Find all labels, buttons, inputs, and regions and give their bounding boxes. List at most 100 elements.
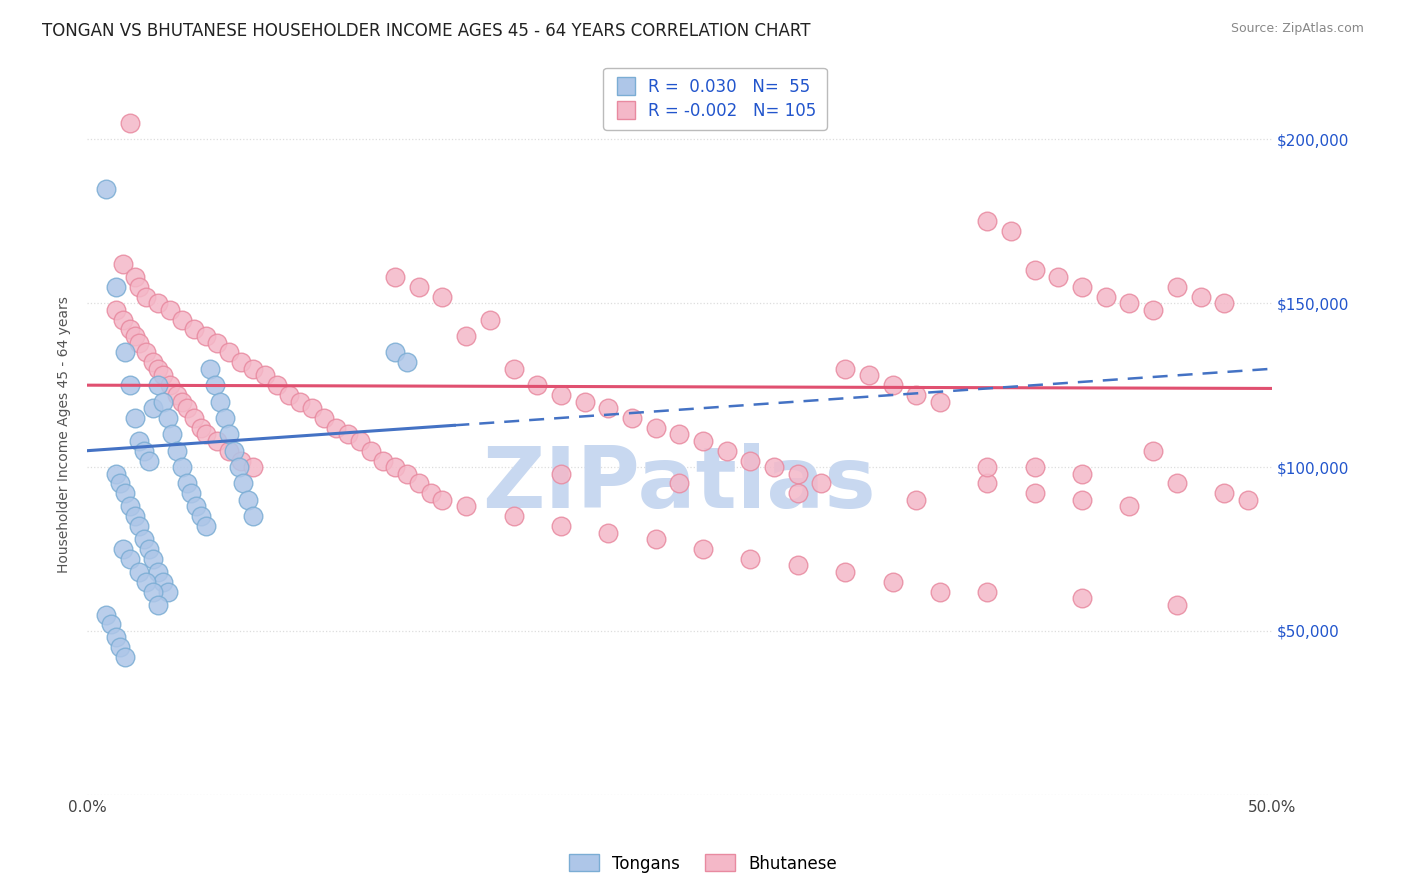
Point [349,434,371,448]
Point [598,401,620,416]
Point [1024,486,1046,500]
Point [194,519,217,533]
Point [336,427,359,442]
Point [786,486,808,500]
Point [644,532,666,546]
Point [218,427,240,442]
Point [810,476,832,491]
Legend: R =  0.030   N=  55, R = -0.002   N= 105: R = 0.030 N= 55, R = -0.002 N= 105 [603,68,827,129]
Point [152,368,174,383]
Point [1166,598,1188,612]
Point [118,322,141,336]
Point [138,453,160,467]
Point [104,302,127,317]
Point [456,500,478,514]
Point [905,388,928,402]
Point [976,460,998,475]
Point [218,345,240,359]
Point [325,421,347,435]
Point [408,476,430,491]
Point [432,290,454,304]
Point [170,312,193,326]
Point [228,460,250,475]
Point [229,453,252,467]
Point [786,467,808,481]
Point [858,368,880,383]
Point [104,280,127,294]
Point [222,443,245,458]
Point [204,378,226,392]
Point [128,335,150,350]
Point [207,335,229,350]
Point [208,394,231,409]
Point [253,368,276,383]
Point [190,421,212,435]
Point [360,443,382,458]
Point [620,411,643,425]
Point [176,401,198,416]
Point [1213,296,1236,310]
Point [976,214,998,228]
Point [456,329,478,343]
Point [135,290,157,304]
Point [834,361,856,376]
Point [550,519,572,533]
Point [1166,280,1188,294]
Point [1071,280,1094,294]
Point [156,584,179,599]
Point [111,312,134,326]
Point [214,411,236,425]
Point [183,322,205,336]
Point [176,476,198,491]
Point [242,509,264,524]
Point [132,443,155,458]
Point [148,361,170,376]
Point [384,345,406,359]
Point [148,296,170,310]
Point [692,434,714,448]
Point [159,378,181,392]
Point [156,411,179,425]
Point [692,541,714,556]
Point [1118,500,1140,514]
Point [142,584,165,599]
Point [598,525,620,540]
Point [142,401,165,416]
Point [152,574,174,589]
Point [132,532,155,546]
Point [118,378,141,392]
Point [111,257,134,271]
Point [763,460,786,475]
Point [277,388,299,402]
Point [929,394,952,409]
Point [242,361,264,376]
Point [207,434,229,448]
Point [301,401,323,416]
Point [882,574,904,589]
Point [1071,492,1094,507]
Legend: Tongans, Bhutanese: Tongans, Bhutanese [562,847,844,880]
Point [111,541,134,556]
Point [1213,486,1236,500]
Point [1071,591,1094,606]
Point [1189,290,1212,304]
Point [242,460,264,475]
Point [218,443,240,458]
Point [114,345,136,359]
Point [1024,460,1046,475]
Point [502,509,524,524]
Point [1000,224,1022,238]
Text: Source: ZipAtlas.com: Source: ZipAtlas.com [1230,22,1364,36]
Point [194,427,217,442]
Point [740,453,762,467]
Point [384,460,406,475]
Point [166,443,188,458]
Point [238,492,260,507]
Point [668,427,690,442]
Text: TONGAN VS BHUTANESE HOUSEHOLDER INCOME AGES 45 - 64 YEARS CORRELATION CHART: TONGAN VS BHUTANESE HOUSEHOLDER INCOME A… [42,22,811,40]
Point [419,486,441,500]
Point [124,329,146,343]
Point [668,476,690,491]
Point [104,631,127,645]
Point [905,492,928,507]
